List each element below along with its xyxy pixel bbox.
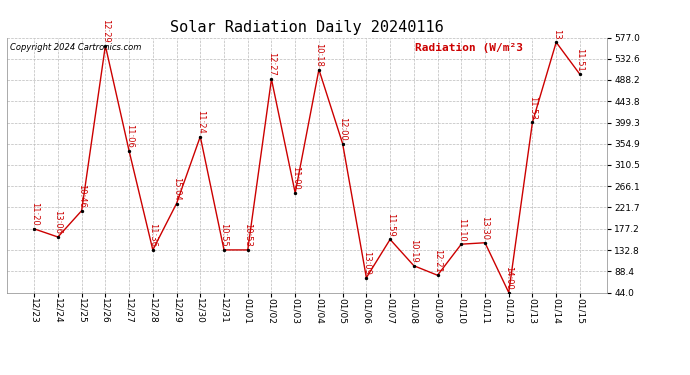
Point — [503, 290, 514, 296]
Text: Copyright 2024 Cartronics.com: Copyright 2024 Cartronics.com — [10, 43, 141, 52]
Text: 11:00: 11:00 — [290, 166, 299, 190]
Point — [337, 141, 348, 147]
Point — [574, 71, 585, 77]
Text: 10:55: 10:55 — [219, 224, 228, 247]
Title: Solar Radiation Daily 20240116: Solar Radiation Daily 20240116 — [170, 20, 444, 35]
Text: 11:59: 11:59 — [386, 213, 395, 237]
Text: Radiation (W/m²3: Radiation (W/m²3 — [415, 43, 523, 52]
Point — [527, 119, 538, 125]
Point — [171, 201, 182, 207]
Point — [408, 263, 420, 269]
Point — [147, 247, 158, 253]
Text: 11:10: 11:10 — [457, 217, 466, 242]
Text: 11:51: 11:51 — [575, 48, 584, 72]
Text: 11:53: 11:53 — [528, 96, 537, 119]
Point — [456, 241, 467, 247]
Point — [52, 234, 63, 240]
Point — [361, 274, 372, 280]
Text: 10:53: 10:53 — [244, 223, 253, 247]
Text: 12:00: 12:00 — [338, 117, 347, 141]
Text: 13:06: 13:06 — [53, 210, 62, 234]
Point — [384, 236, 395, 242]
Text: 10:19: 10:19 — [409, 239, 418, 263]
Point — [29, 226, 40, 232]
Text: 11:20: 11:20 — [30, 202, 39, 226]
Point — [242, 247, 253, 253]
Text: 10:46: 10:46 — [77, 184, 86, 208]
Text: 15:04: 15:04 — [172, 177, 181, 201]
Text: 10:18: 10:18 — [315, 43, 324, 67]
Point — [76, 208, 87, 214]
Point — [100, 43, 111, 49]
Point — [266, 76, 277, 82]
Text: 13:30: 13:30 — [480, 216, 489, 240]
Point — [219, 247, 230, 253]
Text: 13:09: 13:09 — [362, 251, 371, 275]
Point — [551, 39, 562, 45]
Text: 11:06: 11:06 — [125, 124, 134, 148]
Point — [124, 148, 135, 154]
Point — [290, 190, 301, 196]
Point — [195, 134, 206, 140]
Text: 13: 13 — [552, 29, 561, 39]
Text: 14:00: 14:00 — [504, 266, 513, 290]
Text: 11:24: 11:24 — [196, 110, 205, 134]
Text: 11:36: 11:36 — [148, 223, 157, 247]
Text: 12:27: 12:27 — [267, 53, 276, 76]
Point — [432, 272, 443, 278]
Point — [313, 66, 324, 72]
Point — [480, 240, 491, 246]
Text: 12:29: 12:29 — [101, 19, 110, 43]
Text: 12:21: 12:21 — [433, 249, 442, 273]
